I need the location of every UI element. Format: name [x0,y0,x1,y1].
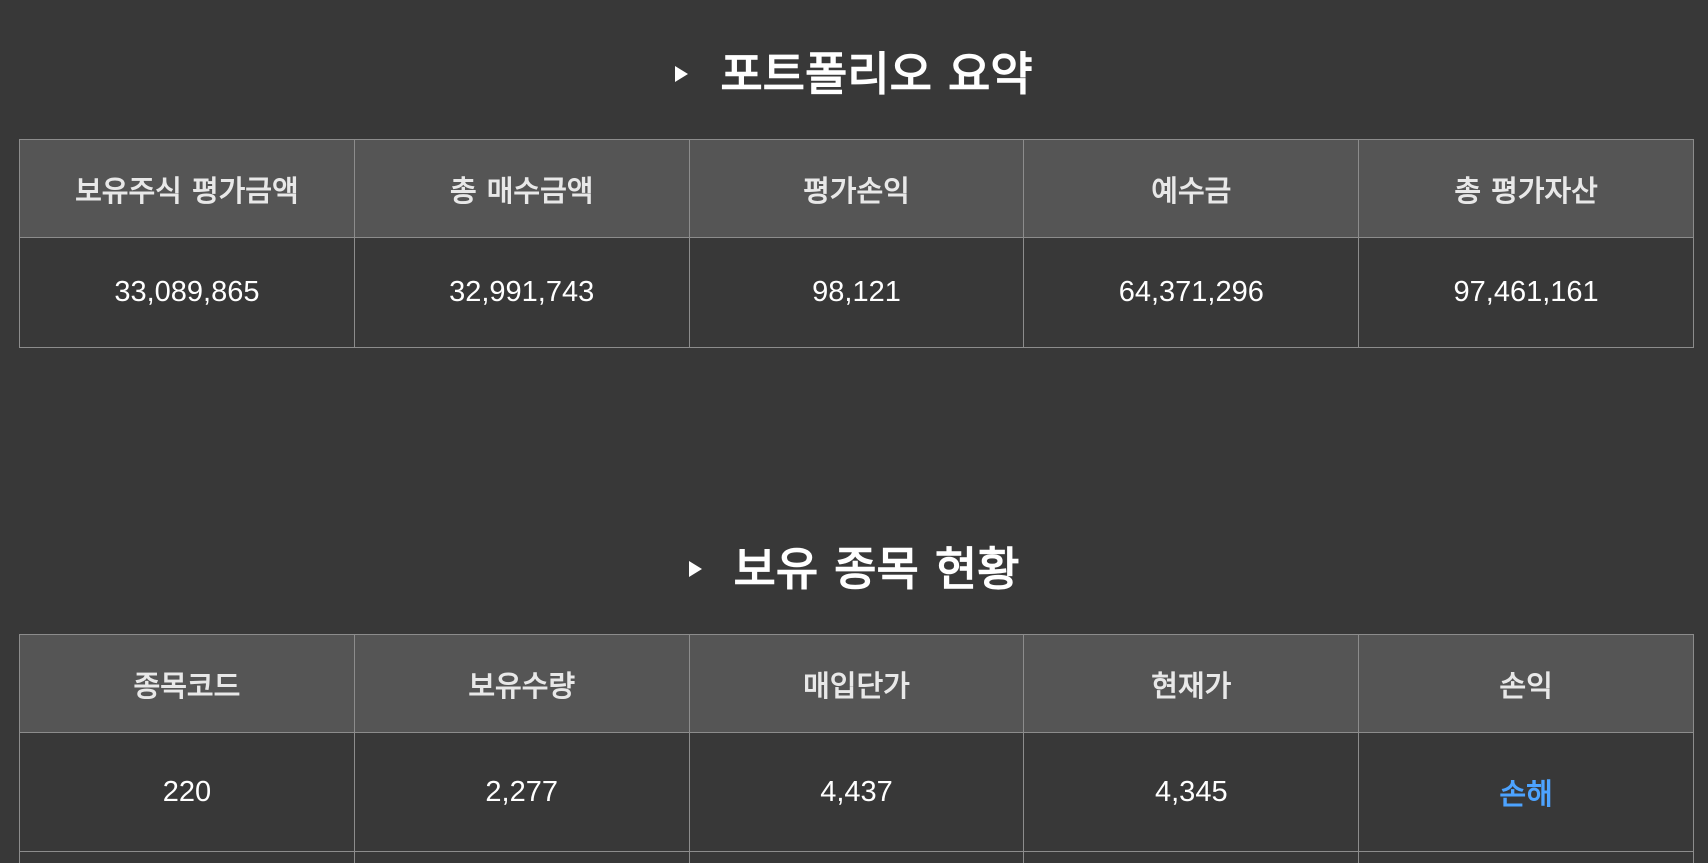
header-avg-price: 매입단가 [688,634,1025,733]
cell-quantity [353,851,690,863]
portfolio-summary-table: 보유주식 평가금액 총 매수금액 평가손익 예수금 총 평가자산 33,089,… [19,139,1694,348]
holdings-title: 보유 종목 현황 [733,542,1020,596]
cell-avg-price [688,851,1025,863]
value-total-assets: 97,461,161 [1358,237,1694,348]
header-total-assets: 총 평가자산 [1358,139,1694,238]
cell-profit-loss: 손해 [1358,732,1694,852]
cell-stock-code [19,851,355,863]
value-total-purchase: 32,991,743 [353,237,690,348]
cell-stock-code: 220 [19,732,355,852]
value-stock-valuation: 33,089,865 [19,237,355,348]
table-row[interactable] [19,851,1694,863]
header-quantity: 보유수량 [353,634,690,733]
right-triangle-icon [688,560,702,577]
header-total-purchase: 총 매수금액 [353,139,690,238]
holdings-table: 종목코드 보유수량 매입단가 현재가 손익 220 2,277 4,437 4,… [19,634,1694,863]
portfolio-summary-title: 포트폴리오 요약 [720,47,1033,101]
table-row[interactable]: 220 2,277 4,437 4,345 손해 [19,732,1694,852]
holdings-header-row: 종목코드 보유수량 매입단가 현재가 손익 [19,634,1694,733]
summary-value-row: 33,089,865 32,991,743 98,121 64,371,296 … [19,237,1694,348]
summary-header-row: 보유주식 평가금액 총 매수금액 평가손익 예수금 총 평가자산 [19,139,1694,238]
cell-quantity: 2,277 [353,732,690,852]
holdings-heading: 보유 종목 현황 [0,539,1708,599]
cell-profit-loss [1358,851,1694,863]
cell-current-price: 4,345 [1023,732,1360,852]
value-deposit: 64,371,296 [1023,237,1360,348]
cell-current-price [1023,851,1360,863]
header-deposit: 예수금 [1023,139,1360,238]
cell-avg-price: 4,437 [688,732,1025,852]
portfolio-summary-heading: 포트폴리오 요약 [0,44,1708,104]
header-stock-valuation: 보유주식 평가금액 [19,139,355,238]
header-current-price: 현재가 [1023,634,1360,733]
value-valuation-pnl: 98,121 [688,237,1025,348]
header-valuation-pnl: 평가손익 [688,139,1025,238]
right-triangle-icon [675,65,689,82]
header-profit-loss: 손익 [1358,634,1694,733]
header-stock-code: 종목코드 [19,634,355,733]
